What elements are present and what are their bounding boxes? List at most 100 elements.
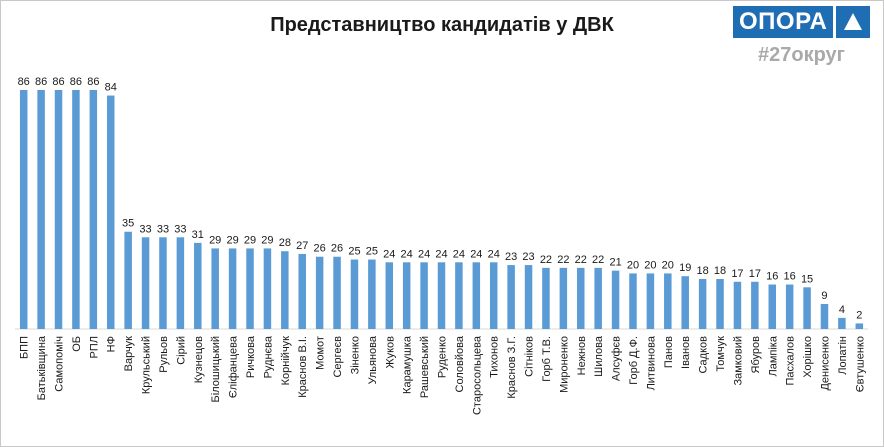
bar [89, 90, 98, 329]
data-label: 86 [87, 76, 99, 88]
data-label: 86 [18, 76, 30, 88]
data-label: 86 [70, 76, 82, 88]
bar [350, 259, 359, 329]
data-label: 4 [839, 304, 845, 316]
category-label: Корнійчук [280, 336, 292, 386]
data-label: 24 [435, 248, 447, 260]
data-label: 22 [592, 254, 604, 266]
bar [368, 259, 376, 329]
data-label: 15 [801, 273, 813, 285]
bar [176, 237, 185, 329]
bar [733, 281, 742, 329]
data-label: 9 [821, 290, 827, 302]
category-label: Жуков [384, 336, 396, 369]
bar [524, 265, 533, 329]
bar [159, 237, 167, 329]
bar [19, 90, 28, 329]
bar [298, 253, 306, 329]
bar [646, 273, 655, 329]
chart-title: Представництво кандидатів у ДВК [270, 14, 614, 36]
data-label: 25 [366, 246, 378, 258]
bar [698, 278, 707, 329]
category-label: Томчук [715, 336, 727, 372]
category-label: БПП [19, 336, 31, 359]
category-label: Рашевський [419, 336, 431, 398]
bar [472, 262, 481, 329]
data-label: 24 [383, 248, 395, 260]
category-label: Зіненко [349, 336, 361, 374]
data-label: 29 [261, 234, 273, 246]
bar [681, 276, 689, 329]
data-label: 21 [609, 257, 621, 269]
data-label: 20 [627, 259, 639, 271]
logo-text: ОПОРА [733, 6, 834, 38]
bar [72, 90, 80, 329]
category-label: Краснов В.І. [297, 336, 309, 398]
data-label: 86 [35, 76, 47, 88]
category-label: Єліфанцева [228, 335, 240, 398]
bar [785, 284, 794, 329]
bar [577, 267, 585, 329]
category-label: Пасхалов [785, 336, 797, 386]
data-label: 26 [331, 243, 343, 255]
data-label: 29 [244, 234, 256, 246]
data-label: 84 [105, 82, 117, 94]
data-label: 16 [766, 271, 778, 283]
bar [768, 284, 777, 329]
bar [124, 231, 132, 329]
data-label: 22 [557, 254, 569, 266]
category-label: Сірий [175, 336, 187, 365]
bar [855, 323, 864, 329]
data-label: 26 [314, 243, 326, 255]
opora-logo: ОПОРА [733, 6, 871, 38]
data-label: 33 [139, 223, 151, 235]
data-label: 17 [731, 268, 743, 280]
category-label: Горб Т.В. [541, 336, 553, 382]
category-label: Ябуров [750, 336, 762, 374]
bar [455, 262, 463, 329]
category-label: Рульов [158, 336, 170, 373]
category-label: Карамушка [402, 335, 414, 394]
category-label: Краснов З.Г. [506, 336, 518, 399]
bar [315, 256, 324, 329]
bar [594, 267, 602, 329]
data-label: 19 [679, 262, 691, 274]
data-label: 23 [522, 251, 534, 263]
category-label: ОБ [71, 336, 83, 352]
category-label: Руденко [437, 336, 449, 378]
data-label: 20 [644, 259, 656, 271]
data-label: 22 [540, 254, 552, 266]
bar [664, 273, 672, 329]
bar [507, 265, 515, 329]
category-label: Ричкова [245, 335, 257, 378]
bar [402, 262, 411, 329]
bar [141, 237, 150, 329]
category-label: Кузнецов [193, 336, 205, 383]
category-label: Старосольцева [471, 335, 483, 415]
bar [489, 262, 498, 329]
bar [37, 90, 45, 329]
category-label: Горб Д.Ф. [628, 336, 640, 385]
category-label: НФ [106, 336, 118, 352]
bar [420, 262, 428, 329]
category-label: Денисенко [819, 336, 831, 391]
data-label: 24 [470, 248, 482, 260]
category-label: Хорішко [802, 336, 814, 378]
category-label: Сітніков [524, 336, 536, 377]
data-label: 24 [418, 248, 430, 260]
bar [263, 248, 272, 329]
data-label: 33 [157, 223, 169, 235]
category-label: Садков [698, 336, 710, 374]
bar [246, 248, 254, 329]
category-label: Замковий [732, 336, 744, 386]
category-label: Ульянова [367, 335, 379, 384]
category-label: Батьківщина [36, 335, 48, 400]
data-label: 16 [784, 271, 796, 283]
bar [54, 90, 63, 329]
data-label: 27 [296, 240, 308, 252]
bar [838, 317, 846, 329]
category-label: Білошицький [210, 336, 222, 402]
bar [437, 262, 446, 329]
data-label: 86 [52, 76, 64, 88]
bar [211, 248, 219, 329]
